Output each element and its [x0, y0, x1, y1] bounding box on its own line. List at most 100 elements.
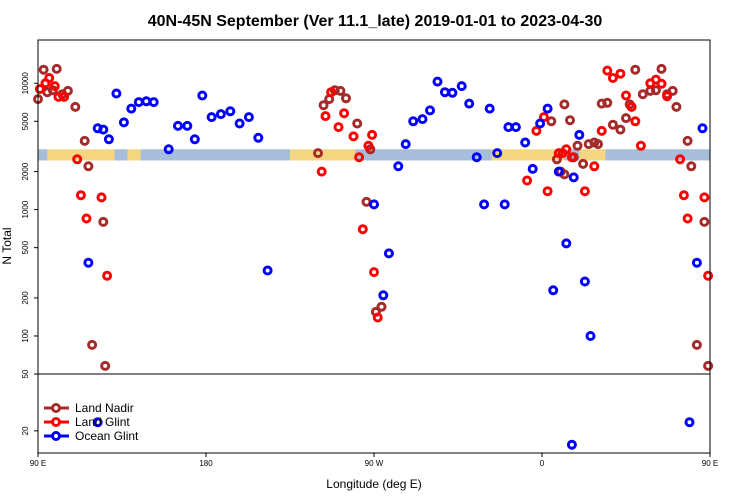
- y-tick-label: 1000: [21, 200, 30, 218]
- data-point-land-nadir: [98, 216, 109, 227]
- data-point-land-glint: [703, 270, 714, 281]
- data-point-ocean-glint: [520, 137, 531, 148]
- data-point-land-glint: [354, 152, 365, 163]
- data-point-land-nadir: [79, 135, 90, 146]
- data-point-land-glint: [49, 81, 60, 92]
- data-point-land-glint: [682, 213, 693, 224]
- data-point-land-nadir: [565, 115, 575, 126]
- legend-marker-ocean-glint: [51, 431, 61, 441]
- x-tick-label: 90 E: [702, 459, 718, 468]
- data-point-land-glint: [656, 78, 667, 89]
- data-point-land-glint: [320, 111, 331, 122]
- data-point-land-nadir: [671, 101, 682, 112]
- data-point-land-glint: [339, 108, 350, 119]
- data-point-land-nadir: [578, 158, 589, 169]
- data-point-ocean-glint: [262, 265, 273, 276]
- data-point-ocean-glint: [408, 116, 419, 127]
- data-point-land-nadir: [352, 118, 363, 129]
- band-ocean-segment: [114, 149, 128, 161]
- data-point-ocean-glint: [148, 97, 159, 108]
- data-point-ocean-glint: [243, 112, 254, 123]
- chart-title: 40N-45N September (Ver 11.1_late) 2019-0…: [148, 13, 603, 30]
- data-point-land-nadir: [87, 339, 98, 350]
- data-point-land-nadir: [630, 64, 641, 75]
- data-point-land-glint: [333, 122, 344, 133]
- data-point-land-glint: [615, 68, 626, 79]
- data-point-ocean-glint: [492, 148, 503, 159]
- data-point-land-nadir: [83, 161, 94, 172]
- data-point-land-nadir: [667, 85, 678, 96]
- lower-panel-markers: [92, 417, 695, 450]
- y-tick-label: 500: [21, 240, 30, 254]
- data-point-ocean-glint: [585, 331, 596, 341]
- data-point-land-nadir: [376, 301, 387, 312]
- data-point-ocean-glint: [182, 120, 193, 131]
- data-point-ocean-glint: [527, 163, 538, 174]
- data-point-land-nadir: [51, 63, 62, 74]
- data-point-land-glint: [348, 131, 359, 142]
- data-point-land-nadir: [682, 135, 693, 146]
- data-point-ocean-glint: [234, 118, 245, 129]
- data-point-ocean-glint: [471, 152, 482, 163]
- data-point-ocean-glint: [111, 88, 122, 99]
- data-point-land-glint: [102, 270, 113, 281]
- data-point-land-nadir: [38, 64, 49, 75]
- data-point-ocean-glint: [697, 123, 708, 134]
- data-point-ocean-glint: [553, 166, 564, 177]
- data-point-ocean-glint: [510, 122, 521, 133]
- data-point-land-glint: [357, 224, 368, 235]
- data-point-land-glint: [372, 312, 383, 323]
- data-point-land-nadir: [593, 139, 603, 150]
- data-point-ocean-glint: [574, 129, 585, 140]
- data-point-land-glint: [81, 213, 92, 224]
- data-point-land-nadir: [607, 119, 618, 130]
- band-ocean-segment: [605, 149, 710, 161]
- data-point-land-glint: [635, 140, 646, 151]
- y-axis-label: N Total: [0, 227, 14, 264]
- data-point-land-glint: [566, 152, 577, 163]
- data-point-ocean-glint: [400, 139, 411, 150]
- data-point-land-nadir: [572, 140, 583, 151]
- data-point-land-glint: [662, 91, 673, 102]
- data-point-land-glint: [621, 90, 631, 101]
- data-point-ocean-glint: [479, 199, 490, 210]
- data-point-ocean-glint: [173, 120, 183, 131]
- data-point-land-glint: [626, 101, 637, 112]
- data-markers: [33, 63, 714, 371]
- x-axis-label: Longitude (deg E): [326, 477, 421, 491]
- x-tick-label: 180: [199, 459, 213, 468]
- y-tick-label: 200: [21, 291, 30, 305]
- data-point-land-glint: [326, 87, 337, 98]
- data-point-land-glint: [522, 175, 533, 186]
- data-point-ocean-glint: [432, 76, 443, 87]
- data-point-ocean-glint: [548, 285, 559, 296]
- x-tick-label: 90 W: [365, 459, 384, 468]
- lower-data-point-ocean-glint: [684, 417, 695, 428]
- data-point-land-nadir: [691, 339, 702, 350]
- data-point-land-nadir: [318, 100, 329, 111]
- data-point-land-glint: [678, 190, 689, 201]
- data-point-land-glint: [316, 166, 327, 177]
- data-point-land-nadir: [313, 148, 323, 159]
- data-point-ocean-glint: [206, 112, 217, 123]
- data-point-land-nadir: [637, 89, 648, 100]
- band-ocean-segment: [140, 149, 290, 161]
- data-point-land-glint: [589, 161, 600, 172]
- data-point-ocean-glint: [425, 105, 435, 116]
- y-tick-label: 5000: [21, 112, 30, 130]
- data-point-land-glint: [675, 154, 686, 165]
- data-point-land-nadir: [686, 161, 697, 172]
- data-point-ocean-glint: [215, 109, 226, 120]
- data-point-ocean-glint: [456, 81, 467, 92]
- y-axis-ticks: 50 100 200 500 1000 2000 5000 10000 20: [21, 72, 38, 435]
- data-point-ocean-glint: [464, 98, 475, 109]
- data-point-land-nadir: [546, 116, 557, 127]
- data-point-ocean-glint: [98, 124, 109, 135]
- data-point-land-nadir: [650, 85, 661, 96]
- data-point-ocean-glint: [393, 161, 404, 172]
- data-point-land-nadir: [341, 93, 351, 104]
- data-point-land-glint: [96, 192, 107, 203]
- data-point-land-glint: [363, 140, 374, 151]
- x-axis-ticks: 90 E 180 90 W 0 90 E: [30, 453, 718, 468]
